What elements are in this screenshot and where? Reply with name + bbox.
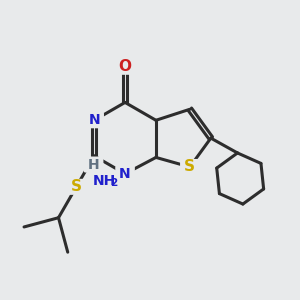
FancyBboxPatch shape	[180, 159, 200, 175]
Text: O: O	[118, 59, 132, 74]
FancyBboxPatch shape	[84, 112, 104, 128]
Text: S: S	[71, 179, 82, 194]
Text: N: N	[119, 167, 131, 181]
FancyBboxPatch shape	[84, 157, 103, 172]
Text: N: N	[88, 113, 100, 127]
Text: 2: 2	[110, 178, 117, 188]
FancyBboxPatch shape	[67, 179, 86, 195]
Text: NH: NH	[92, 174, 116, 188]
Text: S: S	[184, 160, 195, 175]
FancyBboxPatch shape	[115, 166, 135, 182]
Text: H: H	[88, 158, 99, 172]
FancyBboxPatch shape	[92, 173, 119, 189]
FancyBboxPatch shape	[115, 59, 135, 75]
